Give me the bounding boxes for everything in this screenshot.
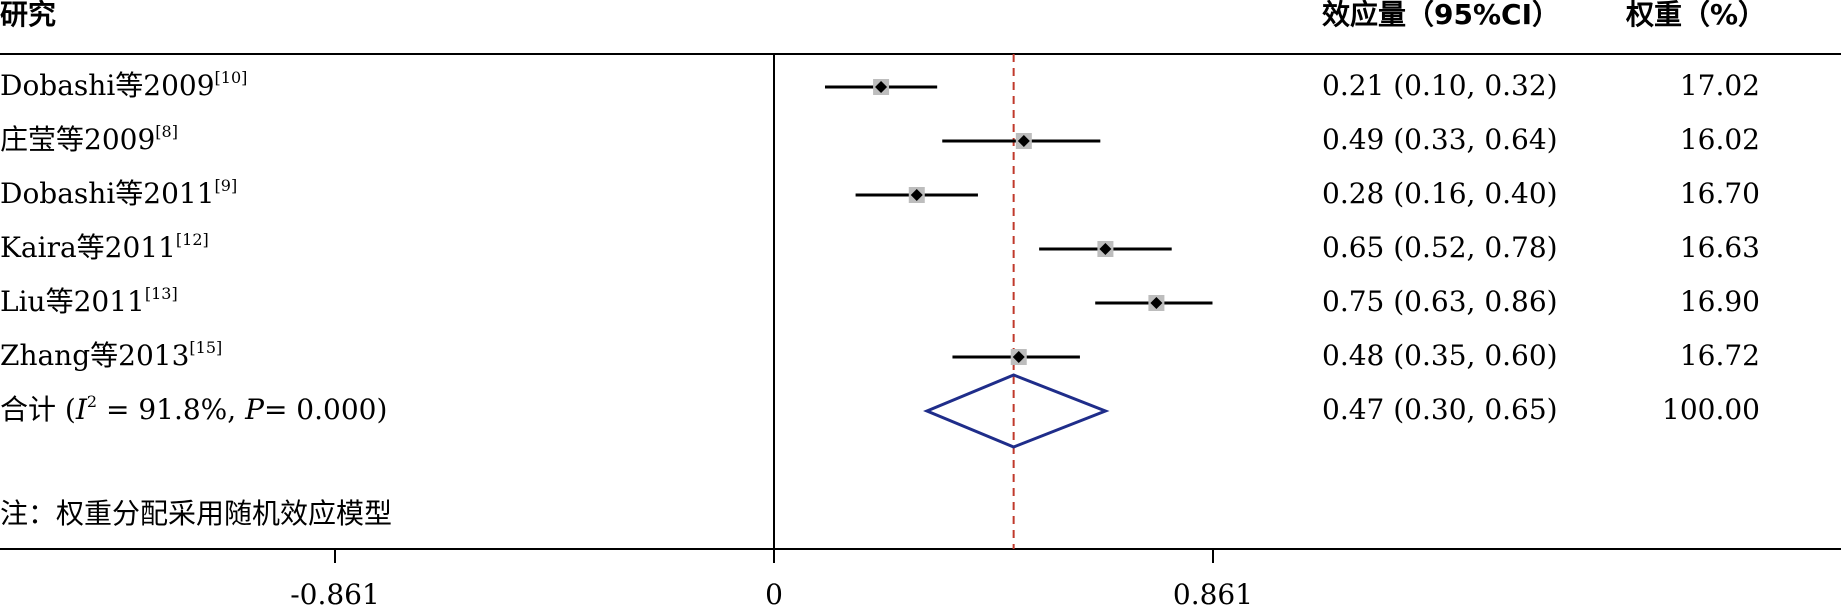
study-label: Liu等2011[13] <box>0 284 178 318</box>
point-estimate <box>1150 297 1163 309</box>
study-label: Zhang等2013[15] <box>0 338 222 372</box>
overall-label: 合计 (I2 = 91.8%, P= 0.000) <box>0 392 387 426</box>
p-value: = 0.000) <box>264 393 387 426</box>
study-weight-text: 16.90 <box>1680 285 1760 318</box>
study-ref: [8] <box>155 122 178 141</box>
i2-value: = 91.8%, <box>97 393 245 426</box>
study-weight-text: 16.02 <box>1680 123 1760 156</box>
study-name: Zhang等2013 <box>0 339 189 372</box>
i2-symbol: I <box>75 393 88 426</box>
header-study: 研究 <box>0 0 56 31</box>
study-ref: [15] <box>189 338 222 357</box>
study-labels: Dobashi等2009[10] 庄莹等2009[8] Dobashi等2011[9… <box>0 68 247 372</box>
x-tick-label: 0.861 <box>1173 578 1253 611</box>
study-marks <box>824 54 1213 549</box>
study-weight-text: 17.02 <box>1680 69 1760 102</box>
study-name: 庄莹等2009 <box>0 123 155 156</box>
study-name: Dobashi等2009 <box>0 69 215 102</box>
point-estimate <box>1099 243 1112 255</box>
study-label: 庄莹等2009[8] <box>0 122 178 156</box>
header-weight: 权重（%） <box>1625 0 1766 31</box>
x-tick-label: 0 <box>765 578 783 611</box>
study-label: Dobashi等2011[9] <box>0 176 237 210</box>
overall-prefix: 合计 ( <box>0 393 76 426</box>
overall-weight-text: 100.00 <box>1662 393 1760 426</box>
study-weight-text: 16.70 <box>1680 177 1760 210</box>
study-weight-text: 16.63 <box>1680 231 1760 264</box>
study-name: Liu等2011 <box>0 285 145 318</box>
study-ci-text: 0.28 (0.16, 0.40) <box>1322 177 1558 210</box>
overall-diamond <box>923 373 1110 449</box>
study-values: 0.21 (0.10, 0.32) 17.02 0.49 (0.33, 0.64) 1… <box>1322 69 1760 372</box>
i2-superscript: 2 <box>87 392 97 411</box>
p-symbol: P <box>244 393 265 426</box>
study-label: Kaira等2011[12] <box>0 230 209 264</box>
point-estimate <box>1017 135 1030 147</box>
study-ref: [10] <box>215 68 248 87</box>
study-weight-text: 16.72 <box>1680 339 1760 372</box>
study-ci-text: 0.49 (0.33, 0.64) <box>1322 123 1558 156</box>
study-name: Kaira等2011 <box>0 231 176 264</box>
study-ci-text: 0.75 (0.63, 0.86) <box>1322 285 1558 318</box>
point-estimate <box>875 81 888 93</box>
study-label: Dobashi等2009[10] <box>0 68 247 102</box>
study-ci-text: 0.21 (0.10, 0.32) <box>1322 69 1558 102</box>
x-tick-label: -0.861 <box>290 578 380 611</box>
footnote: 注：权重分配采用随机效应模型 <box>0 497 392 530</box>
study-ref: [9] <box>215 176 238 195</box>
x-axis-ticks: -0.861 0 0.861 <box>290 549 1253 611</box>
point-estimate <box>910 189 923 201</box>
study-ref: [12] <box>176 230 209 249</box>
study-ci-text: 0.48 (0.35, 0.60) <box>1322 339 1558 372</box>
study-ref: [13] <box>145 284 178 303</box>
point-estimate <box>1012 351 1025 363</box>
study-ci-text: 0.65 (0.52, 0.78) <box>1322 231 1558 264</box>
overall-ci-text: 0.47 (0.30, 0.65) <box>1322 393 1558 426</box>
header-effect: 效应量（95%CI） <box>1322 0 1560 31</box>
study-name: Dobashi等2011 <box>0 177 215 210</box>
